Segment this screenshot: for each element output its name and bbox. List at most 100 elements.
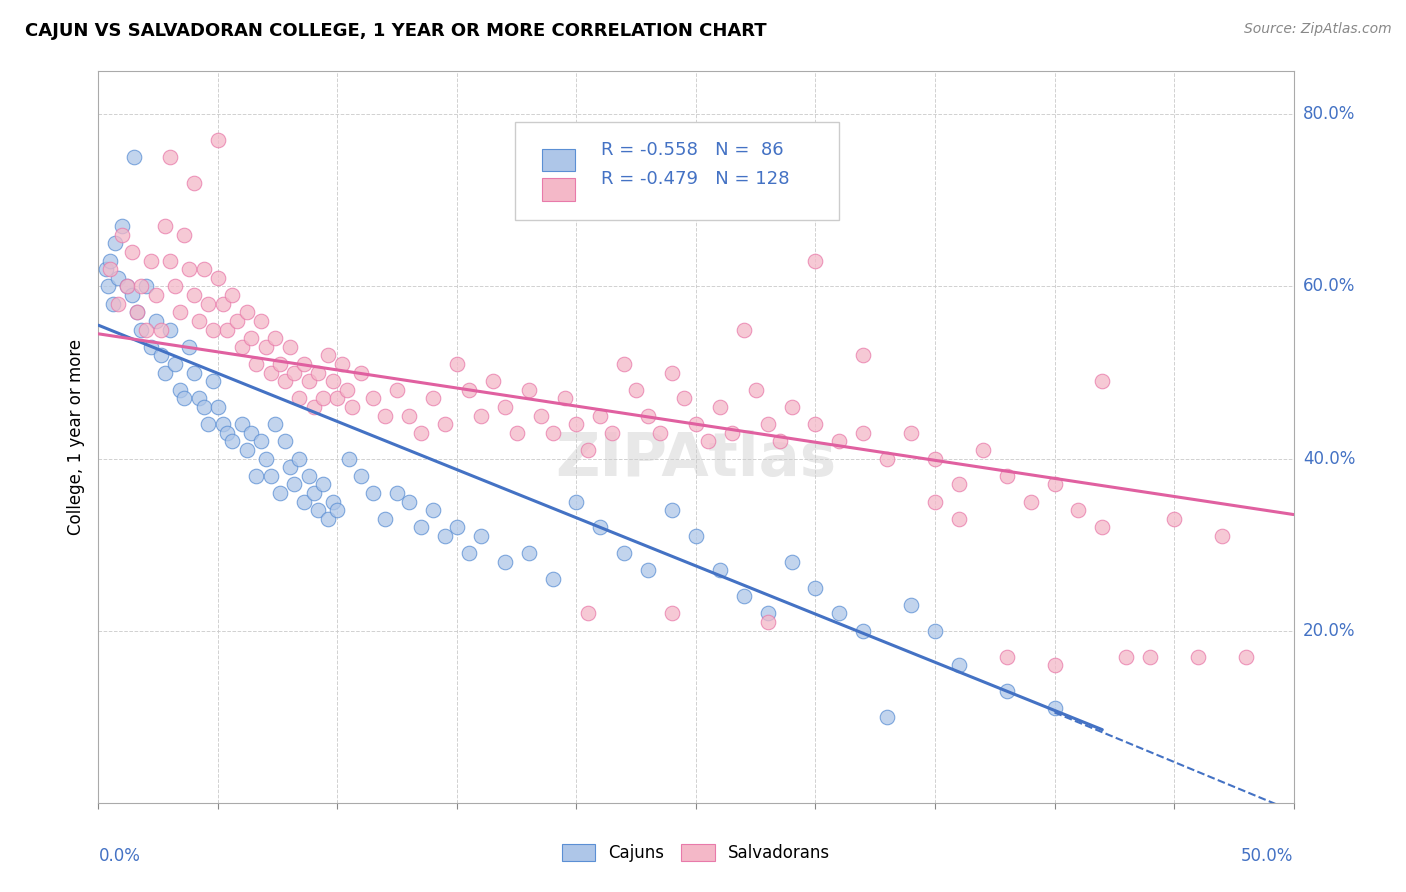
Point: [697, 434, 720, 449]
Text: R = -0.479   N = 128: R = -0.479 N = 128: [600, 170, 789, 188]
Point: [245, 468, 267, 483]
Text: 80.0%: 80.0%: [1303, 105, 1355, 123]
Point: [828, 434, 851, 449]
Point: [1091, 520, 1114, 534]
Point: [733, 322, 755, 336]
Point: [104, 236, 127, 251]
Point: [434, 529, 457, 543]
Point: [269, 357, 291, 371]
Point: [217, 322, 239, 336]
Point: [307, 503, 329, 517]
Point: [278, 340, 301, 354]
Point: [589, 409, 612, 423]
Point: [235, 442, 257, 457]
Text: 60.0%: 60.0%: [1303, 277, 1355, 295]
Point: [145, 288, 167, 302]
Point: [97, 279, 120, 293]
Point: [363, 486, 385, 500]
Point: [804, 417, 827, 432]
Point: [288, 392, 311, 406]
Point: [482, 374, 505, 388]
Point: [183, 366, 205, 380]
Point: [163, 279, 186, 293]
Point: [159, 253, 181, 268]
Point: [115, 279, 138, 293]
Point: [322, 494, 344, 508]
Point: [94, 262, 117, 277]
Point: [131, 279, 153, 293]
Point: [374, 409, 396, 423]
Point: [149, 348, 172, 362]
Point: [506, 425, 529, 440]
Point: [876, 451, 898, 466]
Text: R = -0.558   N =  86: R = -0.558 N = 86: [600, 141, 783, 159]
Point: [240, 425, 263, 440]
Point: [231, 340, 253, 354]
Point: [283, 366, 305, 380]
Point: [139, 253, 162, 268]
Text: 40.0%: 40.0%: [1303, 450, 1355, 467]
Point: [125, 305, 148, 319]
Point: [135, 279, 157, 293]
Point: [637, 409, 659, 423]
Point: [374, 512, 396, 526]
Point: [780, 400, 803, 414]
Point: [183, 288, 205, 302]
Point: [661, 503, 683, 517]
Point: [264, 417, 287, 432]
Point: [924, 494, 946, 508]
Point: [336, 383, 359, 397]
Point: [211, 296, 233, 310]
Point: [1067, 503, 1090, 517]
Point: [302, 486, 325, 500]
Point: [312, 392, 335, 406]
Point: [852, 425, 875, 440]
Point: [541, 572, 564, 586]
Point: [274, 434, 297, 449]
Point: [398, 409, 420, 423]
Point: [385, 383, 409, 397]
Point: [274, 374, 297, 388]
Point: [769, 434, 792, 449]
Text: ZIPAtlas: ZIPAtlas: [555, 430, 837, 489]
Point: [259, 366, 281, 380]
Point: [350, 366, 373, 380]
Point: [685, 417, 707, 432]
Point: [283, 477, 305, 491]
Point: [202, 322, 225, 336]
Point: [121, 245, 143, 260]
Point: [125, 305, 148, 319]
Point: [221, 434, 243, 449]
Point: [124, 150, 146, 164]
Point: [350, 468, 373, 483]
Point: [107, 271, 129, 285]
Point: [530, 409, 553, 423]
Point: [307, 366, 329, 380]
Point: [948, 658, 970, 673]
Point: [578, 607, 600, 621]
Point: [602, 425, 624, 440]
Legend: Cajuns, Salvadorans: Cajuns, Salvadorans: [555, 837, 837, 869]
Point: [709, 400, 731, 414]
Point: [1211, 529, 1233, 543]
Point: [924, 624, 946, 638]
Point: [745, 383, 768, 397]
Point: [972, 442, 994, 457]
Point: [804, 581, 827, 595]
Point: [107, 296, 129, 310]
Point: [613, 546, 636, 560]
Point: [173, 392, 195, 406]
Point: [221, 288, 243, 302]
Point: [446, 520, 468, 534]
Point: [98, 262, 122, 277]
Point: [278, 460, 301, 475]
Point: [1187, 649, 1209, 664]
Point: [115, 279, 138, 293]
Point: [900, 598, 922, 612]
Point: [179, 340, 201, 354]
Point: [661, 366, 683, 380]
Point: [1163, 512, 1185, 526]
Point: [517, 383, 540, 397]
Point: [298, 468, 321, 483]
Text: CAJUN VS SALVADORAN COLLEGE, 1 YEAR OR MORE CORRELATION CHART: CAJUN VS SALVADORAN COLLEGE, 1 YEAR OR M…: [25, 22, 766, 40]
